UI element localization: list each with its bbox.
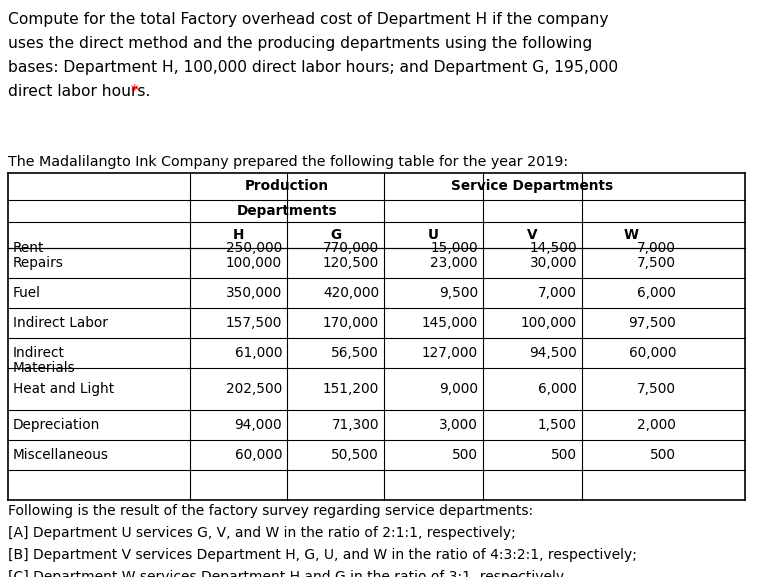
Text: 9,000: 9,000 (439, 382, 478, 396)
Text: 500: 500 (452, 448, 478, 462)
Text: The Madalilangto Ink Company prepared the following table for the year 2019:: The Madalilangto Ink Company prepared th… (8, 155, 568, 169)
Text: 770,000: 770,000 (323, 241, 379, 255)
Text: W: W (624, 228, 639, 242)
Text: U: U (428, 228, 439, 242)
Text: Miscellaneous: Miscellaneous (13, 448, 109, 462)
Text: G: G (330, 228, 341, 242)
Text: 15,000: 15,000 (430, 241, 478, 255)
Text: 60,000: 60,000 (629, 346, 676, 360)
Text: 120,500: 120,500 (323, 256, 379, 270)
Text: 350,000: 350,000 (226, 286, 282, 300)
Text: 23,000: 23,000 (430, 256, 478, 270)
Text: 60,000: 60,000 (235, 448, 282, 462)
Text: 500: 500 (551, 448, 577, 462)
Text: 97,500: 97,500 (629, 316, 676, 330)
Text: [C] Department W services Department H and G in the ratio of 3:1, respectively.: [C] Department W services Department H a… (8, 570, 566, 577)
Text: 7,500: 7,500 (637, 256, 676, 270)
Text: 7,000: 7,000 (538, 286, 577, 300)
Text: 2,000: 2,000 (637, 418, 676, 432)
Text: 127,000: 127,000 (422, 346, 478, 360)
Text: Repairs: Repairs (13, 256, 64, 270)
Text: 1,500: 1,500 (538, 418, 577, 432)
Text: 420,000: 420,000 (323, 286, 379, 300)
Text: 6,000: 6,000 (538, 382, 577, 396)
Text: 151,200: 151,200 (323, 382, 379, 396)
Text: 30,000: 30,000 (530, 256, 577, 270)
Text: 202,500: 202,500 (226, 382, 282, 396)
Text: 100,000: 100,000 (521, 316, 577, 330)
Text: 3,000: 3,000 (439, 418, 478, 432)
Text: 94,000: 94,000 (234, 418, 282, 432)
Text: Indirect Labor: Indirect Labor (13, 316, 108, 330)
Text: Fuel: Fuel (13, 286, 41, 300)
Text: 71,300: 71,300 (331, 418, 379, 432)
Text: 145,000: 145,000 (422, 316, 478, 330)
Text: 100,000: 100,000 (226, 256, 282, 270)
Text: Following is the result of the factory survey regarding service departments:: Following is the result of the factory s… (8, 504, 533, 518)
Text: 7,500: 7,500 (637, 382, 676, 396)
Text: 7,000: 7,000 (637, 241, 676, 255)
Text: 500: 500 (650, 448, 676, 462)
Text: 56,500: 56,500 (331, 346, 379, 360)
Text: [A] Department U services G, V, and W in the ratio of 2:1:1, respectively;: [A] Department U services G, V, and W in… (8, 526, 516, 540)
Text: Depreciation: Depreciation (13, 418, 100, 432)
Text: direct labor hours.: direct labor hours. (8, 84, 150, 99)
Text: Materials: Materials (13, 361, 76, 375)
Text: Compute for the total Factory overhead cost of Department H if the company: Compute for the total Factory overhead c… (8, 12, 609, 27)
Text: Rent: Rent (13, 241, 44, 255)
Text: 170,000: 170,000 (323, 316, 379, 330)
Text: 61,000: 61,000 (235, 346, 282, 360)
Text: Service Departments: Service Departments (451, 179, 613, 193)
Text: 250,000: 250,000 (226, 241, 282, 255)
Text: *: * (126, 84, 138, 99)
Text: 157,500: 157,500 (226, 316, 282, 330)
Text: 50,500: 50,500 (331, 448, 379, 462)
Text: 9,500: 9,500 (439, 286, 478, 300)
Text: Production: Production (245, 179, 329, 193)
Text: V: V (527, 228, 538, 242)
Text: bases: Department H, 100,000 direct labor hours; and Department G, 195,000: bases: Department H, 100,000 direct labo… (8, 60, 618, 75)
Text: uses the direct method and the producing departments using the following: uses the direct method and the producing… (8, 36, 592, 51)
Text: Indirect: Indirect (13, 346, 65, 360)
Text: 94,500: 94,500 (529, 346, 577, 360)
Text: Departments: Departments (236, 204, 337, 218)
Text: 14,500: 14,500 (530, 241, 577, 255)
Text: [B] Department V services Department H, G, U, and W in the ratio of 4:3:2:1, res: [B] Department V services Department H, … (8, 548, 637, 562)
Text: Heat and Light: Heat and Light (13, 382, 114, 396)
Text: H: H (233, 228, 244, 242)
Text: 6,000: 6,000 (637, 286, 676, 300)
